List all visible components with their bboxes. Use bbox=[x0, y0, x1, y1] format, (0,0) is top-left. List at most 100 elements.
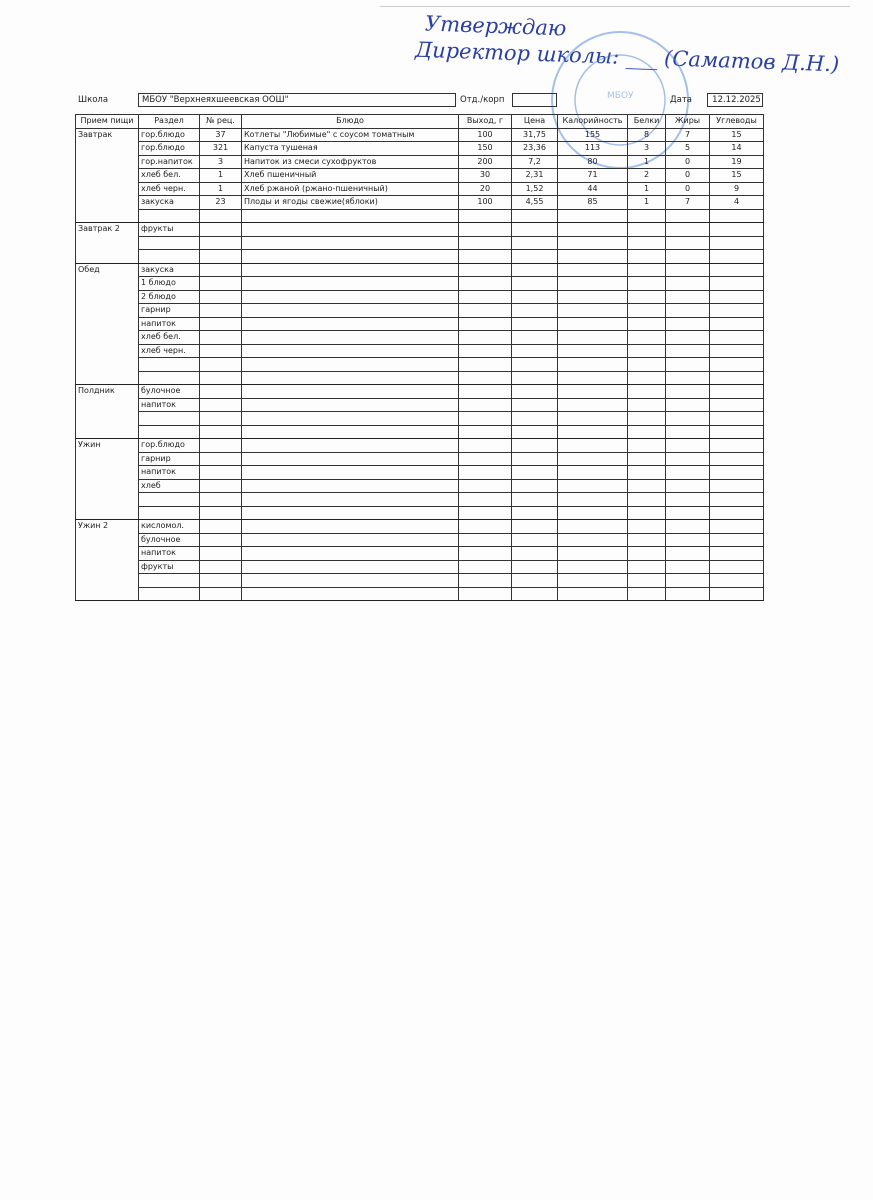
section-cell: гарнир bbox=[138, 451, 200, 466]
fat-cell bbox=[665, 424, 710, 439]
yield-cell bbox=[458, 465, 512, 480]
fat-cell bbox=[665, 208, 710, 223]
yield-cell bbox=[458, 262, 512, 277]
price-cell bbox=[511, 411, 558, 426]
recipe-no-cell bbox=[199, 559, 242, 574]
yield-cell bbox=[458, 249, 512, 264]
column-header: Калорийность bbox=[557, 114, 628, 129]
fat-cell bbox=[665, 505, 710, 520]
table-row: Ужин 2 кисломол. bbox=[75, 519, 764, 601]
carbs-cell bbox=[709, 465, 764, 480]
fat-cell: 5 bbox=[665, 141, 710, 156]
price-cell: 4,55 bbox=[511, 195, 558, 210]
fat-cell bbox=[665, 276, 710, 291]
column-header: Раздел bbox=[138, 114, 200, 129]
protein-cell bbox=[627, 276, 666, 291]
table-row: хлеб черн. bbox=[76, 343, 764, 358]
recipe-no-cell bbox=[199, 262, 242, 277]
price-cell: 31,75 bbox=[511, 127, 558, 142]
column-header: Выход, г bbox=[458, 114, 512, 129]
dish-cell bbox=[241, 492, 459, 507]
carbs-cell bbox=[709, 370, 764, 385]
dish-cell: Напиток из смеси сухофруктов bbox=[241, 154, 459, 169]
yield-cell: 100 bbox=[458, 195, 512, 210]
recipe-no-cell bbox=[199, 532, 242, 547]
calories-cell bbox=[557, 411, 628, 426]
yield-cell bbox=[458, 505, 512, 520]
dish-cell bbox=[241, 559, 459, 574]
date-field[interactable]: 12.12.2025 bbox=[707, 93, 763, 107]
section-cell bbox=[138, 370, 200, 385]
section-cell: фрукты bbox=[138, 222, 200, 237]
table-row: Обед закуска bbox=[75, 262, 764, 385]
fat-cell bbox=[665, 546, 710, 561]
recipe-no-cell: 3 bbox=[199, 154, 242, 169]
protein-cell bbox=[627, 492, 666, 507]
calories-cell: 71 bbox=[557, 168, 628, 183]
calories-cell bbox=[557, 438, 628, 453]
table-row: гор.напиток 3 Напиток из смеси сухофруктов… bbox=[76, 154, 764, 169]
price-cell bbox=[511, 249, 558, 264]
recipe-no-cell bbox=[199, 222, 242, 237]
table-row: гарнир bbox=[76, 303, 764, 318]
yield-cell bbox=[458, 519, 512, 534]
dish-cell bbox=[241, 424, 459, 439]
table-row bbox=[76, 357, 764, 372]
dept-field[interactable] bbox=[512, 93, 557, 107]
fat-cell bbox=[665, 316, 710, 331]
recipe-no-cell: 37 bbox=[199, 127, 242, 142]
dish-cell bbox=[241, 262, 459, 277]
yield-cell: 150 bbox=[458, 141, 512, 156]
yield-cell bbox=[458, 370, 512, 385]
dish-cell bbox=[241, 546, 459, 561]
table-row: хлеб bbox=[76, 478, 764, 493]
fat-cell bbox=[665, 397, 710, 412]
section-cell: гарнир bbox=[138, 303, 200, 318]
calories-cell bbox=[557, 303, 628, 318]
recipe-no-cell bbox=[199, 586, 242, 601]
calories-cell: 113 bbox=[557, 141, 628, 156]
dish-cell bbox=[241, 289, 459, 304]
recipe-no-cell bbox=[199, 546, 242, 561]
calories-cell bbox=[557, 424, 628, 439]
dish-cell bbox=[241, 384, 459, 399]
table-row: закуска 23 Плоды и ягоды свежие(яблоки) 100… bbox=[76, 195, 764, 210]
recipe-no-cell bbox=[199, 465, 242, 480]
calories-cell bbox=[557, 316, 628, 331]
date-label: Дата bbox=[670, 95, 693, 105]
protein-cell bbox=[627, 384, 666, 399]
school-field[interactable]: МБОУ "Верхнеяхшеевская ООШ" bbox=[138, 93, 456, 107]
column-header: Углеводы bbox=[709, 114, 764, 129]
carbs-cell bbox=[709, 289, 764, 304]
section-cell: хлеб бел. bbox=[138, 330, 200, 345]
column-header: Прием пищи bbox=[75, 114, 139, 129]
yield-cell bbox=[458, 492, 512, 507]
dish-cell bbox=[241, 505, 459, 520]
dish-cell bbox=[241, 438, 459, 453]
yield-cell: 20 bbox=[458, 181, 512, 196]
section-cell bbox=[138, 505, 200, 520]
carbs-cell bbox=[709, 559, 764, 574]
recipe-no-cell bbox=[199, 478, 242, 493]
carbs-cell bbox=[709, 249, 764, 264]
table-row: Завтрак гор.блюдо 37 Котлеты "Любимые" с со… bbox=[75, 127, 764, 223]
dish-cell bbox=[241, 532, 459, 547]
section-cell: закуска bbox=[138, 262, 200, 277]
protein-cell bbox=[627, 370, 666, 385]
carbs-cell bbox=[709, 384, 764, 399]
recipe-no-cell bbox=[199, 397, 242, 412]
price-cell bbox=[511, 438, 558, 453]
protein-cell bbox=[627, 249, 666, 264]
calories-cell bbox=[557, 451, 628, 466]
section-cell: булочное bbox=[138, 384, 200, 399]
yield-cell bbox=[458, 478, 512, 493]
section-cell: гор.блюдо bbox=[138, 127, 200, 142]
dish-cell bbox=[241, 330, 459, 345]
fat-cell bbox=[665, 303, 710, 318]
carbs-cell bbox=[709, 235, 764, 250]
price-cell bbox=[511, 546, 558, 561]
column-header: Жиры bbox=[665, 114, 710, 129]
carbs-cell bbox=[709, 438, 764, 453]
carbs-cell bbox=[709, 357, 764, 372]
dish-cell bbox=[241, 276, 459, 291]
